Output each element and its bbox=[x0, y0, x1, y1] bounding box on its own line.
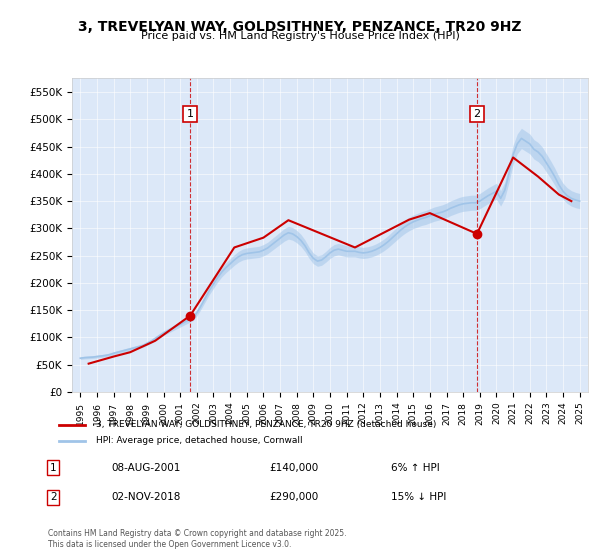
Text: 3, TREVELYAN WAY, GOLDSITHNEY, PENZANCE, TR20 9HZ: 3, TREVELYAN WAY, GOLDSITHNEY, PENZANCE,… bbox=[78, 20, 522, 34]
Text: 02-NOV-2018: 02-NOV-2018 bbox=[112, 492, 181, 502]
Text: 1: 1 bbox=[50, 463, 56, 473]
Text: Contains HM Land Registry data © Crown copyright and database right 2025.
This d: Contains HM Land Registry data © Crown c… bbox=[48, 529, 347, 549]
Text: Price paid vs. HM Land Registry's House Price Index (HPI): Price paid vs. HM Land Registry's House … bbox=[140, 31, 460, 41]
Text: HPI: Average price, detached house, Cornwall: HPI: Average price, detached house, Corn… bbox=[95, 436, 302, 445]
Text: 08-AUG-2001: 08-AUG-2001 bbox=[112, 463, 181, 473]
Text: 3, TREVELYAN WAY, GOLDSITHNEY, PENZANCE, TR20 9HZ (detached house): 3, TREVELYAN WAY, GOLDSITHNEY, PENZANCE,… bbox=[95, 420, 436, 429]
Text: 2: 2 bbox=[50, 492, 56, 502]
Text: £290,000: £290,000 bbox=[270, 492, 319, 502]
Text: 6% ↑ HPI: 6% ↑ HPI bbox=[391, 463, 440, 473]
Text: 1: 1 bbox=[187, 109, 194, 119]
Text: 2: 2 bbox=[473, 109, 481, 119]
Text: £140,000: £140,000 bbox=[270, 463, 319, 473]
Text: 15% ↓ HPI: 15% ↓ HPI bbox=[391, 492, 446, 502]
